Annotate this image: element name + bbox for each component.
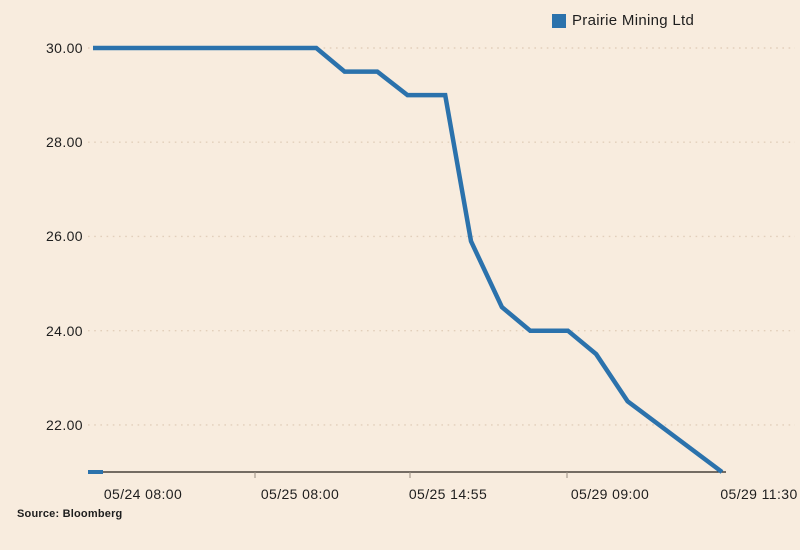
baseline-marker xyxy=(88,470,103,474)
legend: Prairie Mining Ltd xyxy=(552,12,694,29)
y-tick-label: 26.00 xyxy=(45,228,83,245)
x-tick-label: 05/29 11:30 xyxy=(720,486,798,502)
source-credit: Source: Bloomberg xyxy=(17,508,123,520)
y-tick-label: 24.00 xyxy=(45,322,83,339)
x-tick-label: 05/25 14:55 xyxy=(408,486,488,502)
y-tick-label: 22.00 xyxy=(45,416,83,433)
y-tick-label: 28.00 xyxy=(45,134,83,151)
x-tick-label: 05/29 09:00 xyxy=(570,486,650,502)
x-tick-label: 05/24 08:00 xyxy=(103,486,183,502)
legend-label: Prairie Mining Ltd xyxy=(572,12,695,29)
y-tick-label: 30.00 xyxy=(45,40,83,56)
x-tick-label: 05/25 08:00 xyxy=(260,486,340,502)
price-line-series xyxy=(93,45,724,474)
legend-swatch-icon xyxy=(552,13,566,28)
